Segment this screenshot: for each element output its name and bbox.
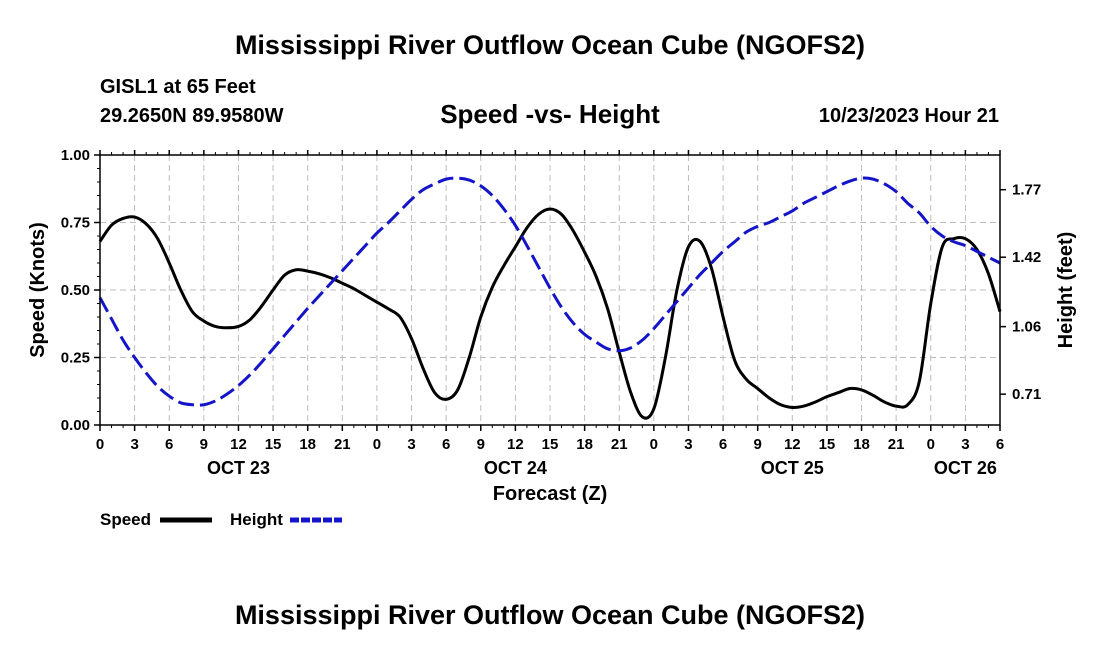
x-tick-label: 21 bbox=[888, 436, 905, 453]
x-tick-label: 12 bbox=[507, 436, 524, 453]
legend-speed-label: Speed bbox=[100, 510, 151, 529]
station-coordinates: 29.2650N 89.9580W bbox=[100, 105, 284, 127]
x-tick-label: 6 bbox=[442, 436, 450, 453]
x-tick-label: 12 bbox=[784, 436, 801, 453]
x-tick-label: 3 bbox=[130, 436, 138, 453]
day-label: OCT 25 bbox=[761, 458, 824, 478]
x-tick-label: 3 bbox=[407, 436, 415, 453]
x-tick-label: 18 bbox=[853, 436, 870, 453]
day-label: OCT 26 bbox=[934, 458, 997, 478]
x-tick-label: 3 bbox=[961, 436, 969, 453]
series-lines bbox=[98, 176, 1002, 420]
x-tick-label: 12 bbox=[230, 436, 247, 453]
y2-tick-label: 1.77 bbox=[1012, 182, 1041, 199]
y-axis-label: Speed (Knots) bbox=[27, 222, 49, 358]
speed-series-line bbox=[98, 207, 1002, 420]
grid bbox=[100, 155, 1000, 425]
y-tick-label: 0.50 bbox=[61, 282, 90, 299]
x-tick-label: 9 bbox=[200, 436, 208, 453]
day-label: OCT 24 bbox=[484, 458, 547, 478]
y2-tick-label: 1.06 bbox=[1012, 319, 1041, 336]
x-tick-label: 0 bbox=[373, 436, 381, 453]
y2-axis-label: Height (feet) bbox=[1055, 232, 1077, 349]
x-tick-label: 0 bbox=[96, 436, 104, 453]
x-tick-label: 15 bbox=[542, 436, 559, 453]
y-tick-label: 1.00 bbox=[61, 147, 90, 164]
x-tick-label: 0 bbox=[650, 436, 658, 453]
x-tick-label: 15 bbox=[265, 436, 282, 453]
y-tick-label: 0.75 bbox=[61, 215, 90, 232]
x-tick-label: 9 bbox=[754, 436, 762, 453]
x-tick-label: 21 bbox=[334, 436, 351, 453]
footer-title: Mississippi River Outflow Ocean Cube (NG… bbox=[234, 600, 866, 630]
y2-tick-label: 1.42 bbox=[1012, 249, 1041, 266]
station-name: GISL1 at 65 Feet bbox=[100, 76, 256, 98]
forecast-datetime: 10/23/2023 Hour 21 bbox=[818, 105, 999, 127]
x-tick-label: 21 bbox=[611, 436, 628, 453]
x-tick-label: 6 bbox=[165, 436, 173, 453]
y2-ticks: 0.71 1.06 1.42 1.77 bbox=[1000, 182, 1041, 403]
x-axis-label: Forecast (Z) bbox=[493, 483, 607, 505]
x-tick-label: 15 bbox=[819, 436, 836, 453]
height-series-line bbox=[98, 176, 1001, 407]
day-labels: OCT 23 OCT 24 OCT 25 OCT 26 bbox=[207, 458, 997, 478]
legend-height-label: Height bbox=[230, 510, 283, 529]
legend: Speed Height bbox=[100, 510, 342, 529]
y-ticks: 0.00 0.25 0.50 0.75 1.00 bbox=[61, 147, 100, 434]
x-ticks: 0 3 6 9 12 15 18 21 0 3 6 9 12 15 18 21 0 3 6 9 12 15 18 21 0 3 6 bbox=[96, 150, 1004, 453]
x-tick-label: 0 bbox=[927, 436, 935, 453]
y-tick-label: 0.00 bbox=[61, 417, 90, 434]
x-tick-label: 18 bbox=[576, 436, 593, 453]
day-label: OCT 23 bbox=[207, 458, 270, 478]
x-tick-label: 9 bbox=[477, 436, 485, 453]
y2-tick-label: 0.71 bbox=[1012, 386, 1041, 403]
page-title: Mississippi River Outflow Ocean Cube (NG… bbox=[234, 30, 866, 60]
y-tick-label: 0.25 bbox=[61, 350, 90, 367]
x-tick-label: 6 bbox=[719, 436, 727, 453]
x-tick-label: 6 bbox=[996, 436, 1004, 453]
chart-title: Speed -vs- Height bbox=[440, 99, 660, 129]
x-tick-label: 3 bbox=[684, 436, 692, 453]
x-tick-label: 18 bbox=[299, 436, 316, 453]
